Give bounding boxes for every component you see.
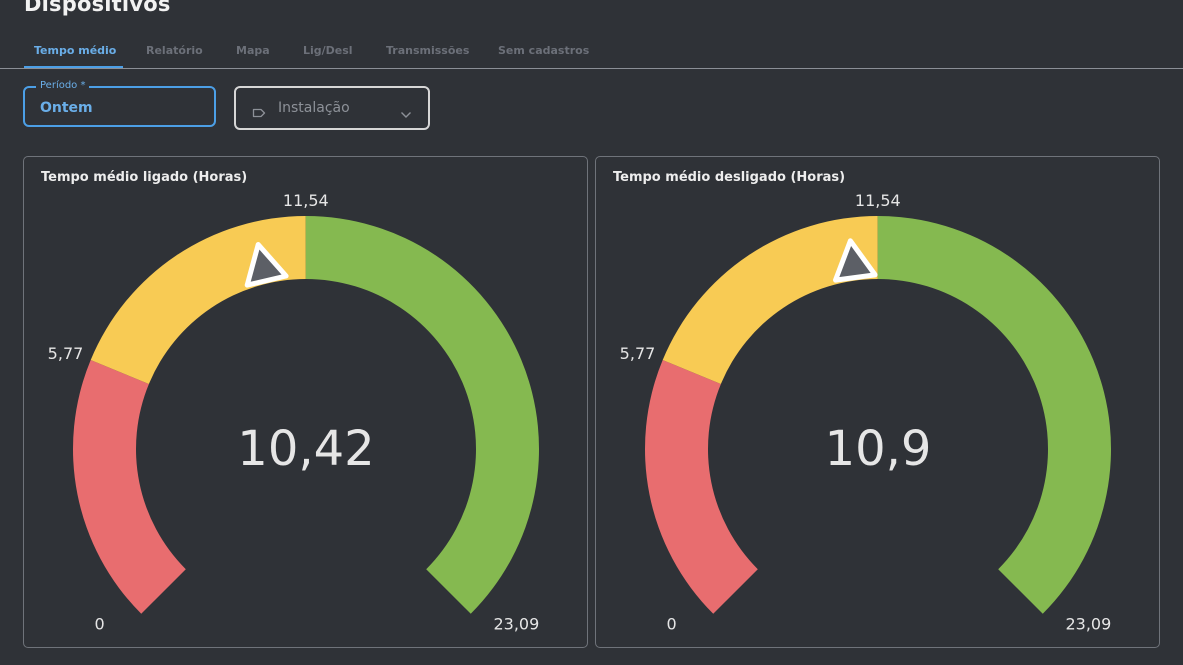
gauge-max-label: 23,09 [493,614,539,633]
gauge-tick-label-mid: 5,77 [48,344,84,363]
gauge-min-label: 0 [95,614,105,633]
gauge-value: 10,42 [237,421,374,477]
tag-icon [252,103,266,122]
gauge-band-green [305,215,540,614]
gauge-tick-label-top: 11,54 [855,191,901,210]
gauge-chart-desligado: 10,9 5,77 11,54 0 23,09 [620,191,1112,633]
gauge-band-yellow [662,216,878,385]
period-label: Período * [36,80,90,91]
gauge-value: 10,9 [825,421,932,477]
gauge-card-desligado: Tempo médio desligado (Horas) 10,9 5,77 … [595,156,1160,648]
gauge-band-red [72,359,186,614]
gauge-band-green [877,215,1112,614]
tab-lig-desl[interactable]: Lig/Desl [303,44,353,57]
gauge-needle [244,242,289,288]
gauge-tick-label-top: 11,54 [283,191,329,210]
installation-placeholder: Instalação [278,100,350,116]
gauge-band-red [644,359,758,614]
gauge-needle [833,238,878,283]
gauge-band-yellow [90,216,306,385]
gauge-chart-ligado: 10,42 5,77 11,54 0 23,09 [48,191,540,633]
gauge-title: Tempo médio desligado (Horas) [613,170,846,185]
tab-relatorio[interactable]: Relatório [146,44,203,57]
active-tab-indicator [24,66,123,68]
gauge-min-label: 0 [667,614,677,633]
tab-sem-cadastros[interactable]: Sem cadastros [498,44,590,57]
gauge-tick-label-mid: 5,77 [620,344,656,363]
gauge-title: Tempo médio ligado (Horas) [41,170,248,185]
installation-select[interactable]: Instalação [234,86,430,130]
gauge-max-label: 23,09 [1065,614,1111,633]
gauge-card-ligado: Tempo médio ligado (Horas) 10,42 5,77 11… [23,156,588,648]
tab-mapa[interactable]: Mapa [236,44,270,57]
period-select[interactable]: Período * Ontem [23,80,216,127]
tabs-divider [0,68,1183,69]
tab-transmissoes[interactable]: Transmissões [386,44,470,57]
tab-tempo-medio[interactable]: Tempo médio [34,44,117,57]
chevron-down-icon [400,104,412,123]
page-title: Dispositivos [24,0,171,16]
period-value: Ontem [40,100,93,116]
